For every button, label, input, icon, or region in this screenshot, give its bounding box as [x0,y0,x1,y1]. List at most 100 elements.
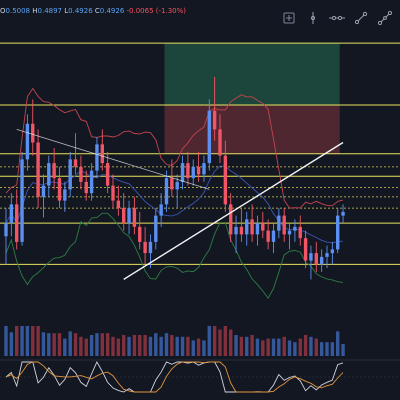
candle [154,208,158,250]
volume-bar [25,326,30,356]
candle-body [250,219,254,235]
volume-bar [186,336,190,356]
candle-body [111,185,115,201]
candle-body [4,223,8,237]
ruler-tool[interactable] [376,9,394,27]
volume-bar [111,336,115,356]
volume-bar [250,335,254,356]
candle [261,211,265,239]
bollinger-basis [5,165,344,244]
candle [250,204,254,242]
candle-body [36,142,40,197]
candle [89,163,94,201]
volume-bar [68,331,72,356]
candle-body [212,110,217,130]
candle [138,211,142,250]
candle-body [148,241,153,254]
volume-bar [255,338,260,356]
candle [229,193,233,242]
trend-line [16,128,210,190]
candle-body [84,181,88,194]
volume-bar [202,340,206,356]
candle [105,151,110,194]
candle-body [57,178,62,201]
candle-body [116,200,121,209]
candle [159,193,163,227]
change-value: -0.0065 [126,7,154,15]
open-value: 0.5008 [5,7,31,15]
candle-body [218,129,222,156]
volume-bar [15,326,19,356]
candle [266,219,270,250]
candle [116,185,121,216]
volume-bar [277,338,281,356]
candle-body [68,159,72,190]
drawing-toolbar [280,7,394,29]
volume-bar [20,326,24,356]
volume-bar [336,331,340,356]
candle-body [100,144,104,164]
volume-bar [9,332,14,356]
volume-bar [309,336,313,356]
vertical-line-icon [310,12,316,24]
candle-body [73,159,78,167]
volume-bar [132,335,137,356]
low-value: 0.4926 [68,7,93,15]
candle-body [239,226,244,235]
volume-bar [127,336,131,356]
trend-line-tool[interactable] [352,9,370,27]
vertical-line-tool[interactable] [304,9,322,27]
volume-bar [282,336,286,356]
horizontal-ray-tool[interactable] [328,9,346,27]
volume-bar [218,329,222,356]
volume-bar [143,335,147,356]
candle-body [202,163,206,175]
candle [95,136,99,179]
volume-bar [79,336,83,356]
volume-bar [330,342,335,356]
candle [223,140,228,212]
volume-bar [229,329,233,356]
candle [303,230,308,269]
candle [52,148,56,190]
candle-body [154,215,158,242]
volume-bar [180,336,185,356]
volume-bar [164,333,169,356]
candle-body [245,219,249,235]
candle [79,155,83,190]
candle [63,181,67,212]
trend-line [123,141,344,280]
candle [239,208,244,242]
candle-body [164,178,169,205]
volume-bar [4,326,8,356]
candle-body [314,253,318,265]
stop-zone [164,105,340,154]
candle-body [282,215,286,235]
candle-body [303,238,308,261]
candle-body [41,185,46,197]
candle-body [293,226,297,231]
candle [20,151,24,246]
candle [15,189,19,250]
volume-bar [341,344,345,356]
candle [31,99,35,156]
candle-body [127,208,131,224]
open-label: O [0,7,6,15]
candle [245,211,249,246]
candle [143,226,147,265]
candle [47,155,51,197]
candle-body [229,204,233,235]
candle-body [223,155,228,205]
candle [277,208,281,239]
crosshair-tool[interactable] [280,9,298,27]
candle-body [266,230,270,242]
volume-bar [122,335,126,356]
candle [111,174,115,209]
volume-bar [148,336,153,356]
change-percent: (-1.30%) [155,7,187,15]
candle-body [277,215,281,231]
candle-body [196,166,201,175]
candle-body [95,144,99,171]
